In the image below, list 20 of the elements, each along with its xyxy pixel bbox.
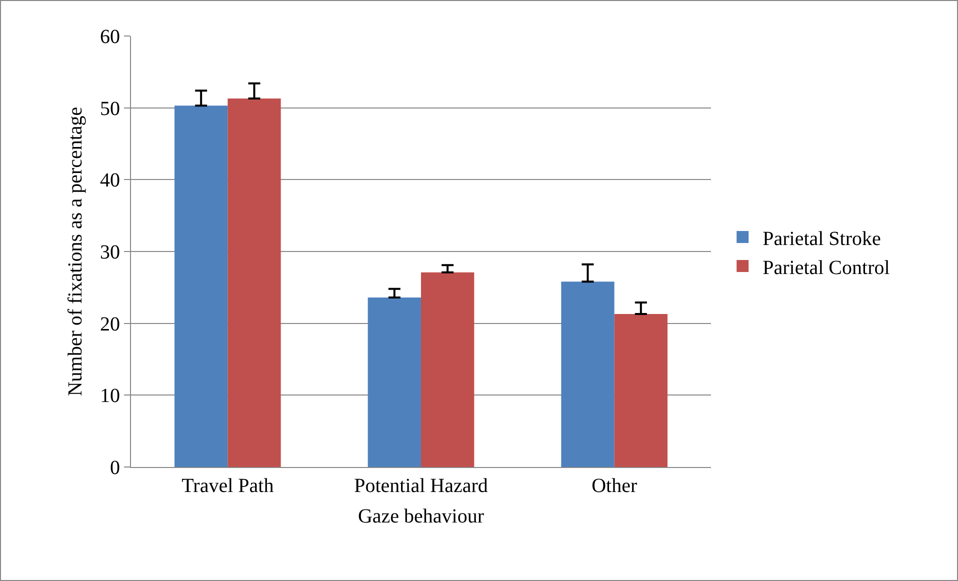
- bar: [228, 98, 281, 467]
- bar: [561, 282, 614, 467]
- bar: [368, 297, 421, 467]
- x-tick-label: Other: [592, 475, 638, 497]
- legend-label: Parietal Control: [762, 256, 890, 279]
- y-tick-label: 20: [100, 313, 120, 336]
- x-tick-label: Potential Hazard: [354, 475, 488, 497]
- y-tick-label: 0: [110, 457, 120, 479]
- bar: [614, 314, 668, 467]
- y-axis-title: Number of fixations as a percentage: [64, 106, 86, 396]
- x-tick-label: Travel Path: [182, 475, 274, 497]
- x-axis-title: Gaze behaviour: [358, 506, 484, 528]
- bar: [174, 106, 228, 467]
- y-tick-label: 60: [100, 26, 120, 48]
- y-tick-label: 10: [100, 385, 120, 408]
- y-tick-label: 40: [100, 170, 120, 192]
- y-tick-label: 30: [100, 242, 120, 264]
- bar: [421, 272, 474, 467]
- y-tick-label: 50: [100, 98, 120, 120]
- legend-label: Parietal Stroke: [762, 228, 882, 250]
